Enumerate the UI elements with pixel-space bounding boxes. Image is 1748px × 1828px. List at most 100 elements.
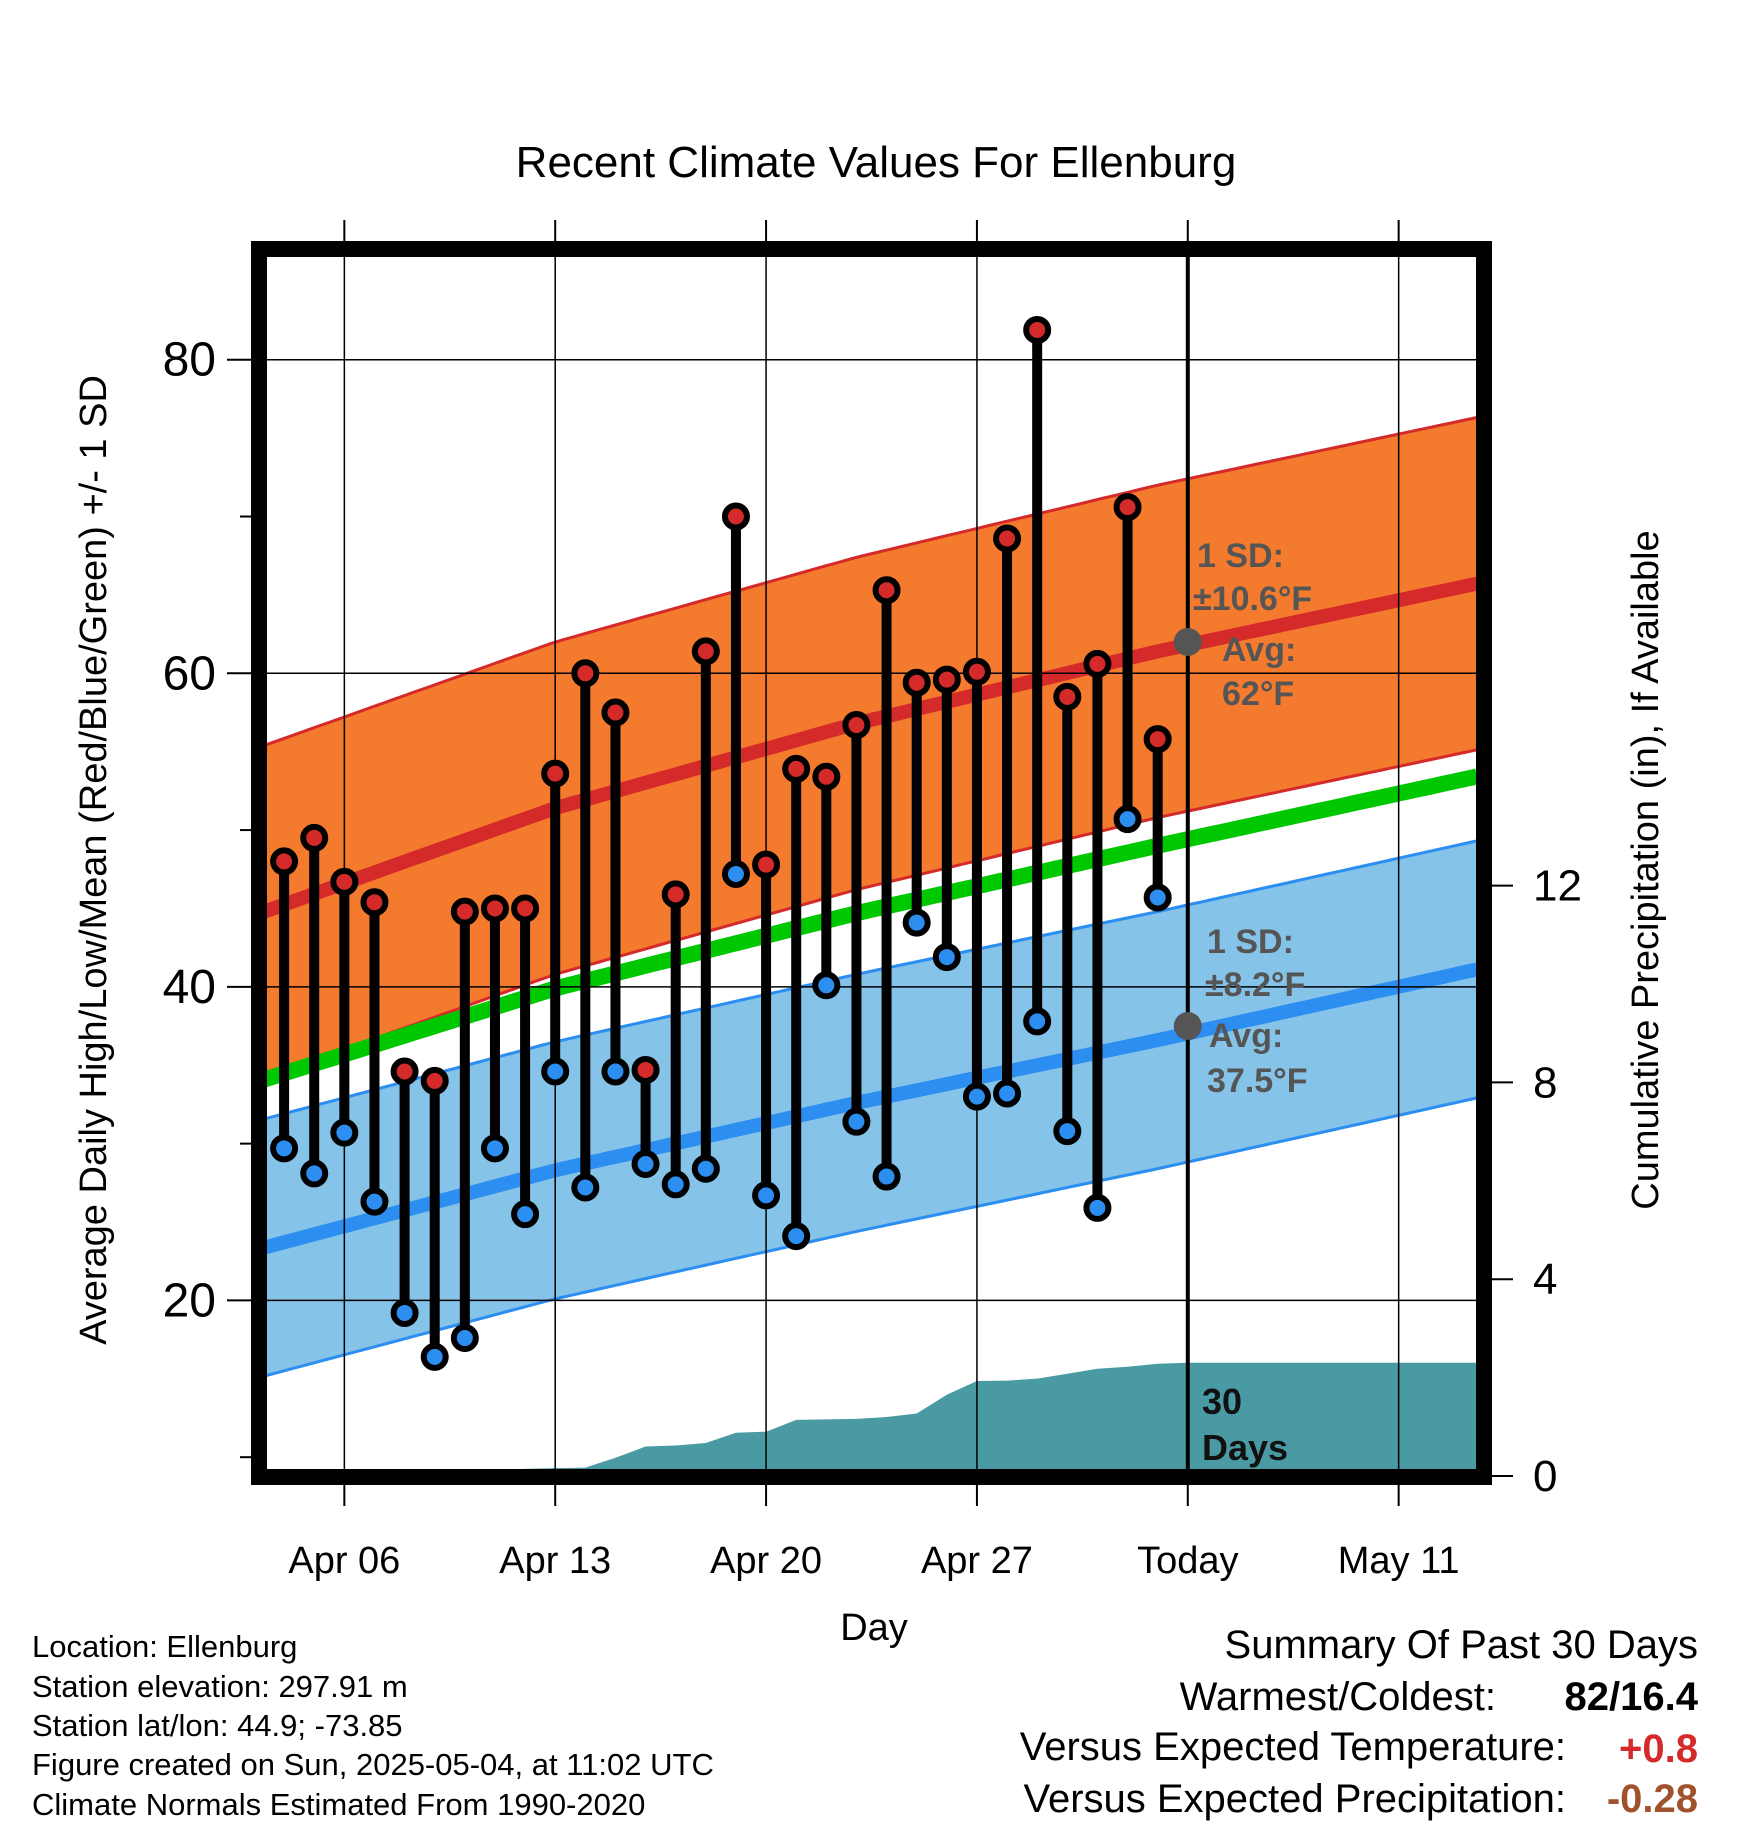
daily-low-marker	[812, 971, 841, 1000]
daily-low-marker	[902, 908, 931, 937]
y-left-tick-label: 80	[163, 334, 216, 387]
daily-high-marker	[661, 880, 690, 909]
daily-low-marker	[661, 1170, 690, 1199]
daily-low-marker	[300, 1159, 329, 1188]
daily-high-marker	[450, 897, 479, 926]
low-annotation: 1 SD: ±8.2°F Avg: 37.5°F	[1205, 923, 1308, 1100]
daily-low-marker	[993, 1079, 1022, 1108]
footer-latlon: Station lat/lon: 44.9; -73.85	[32, 1708, 403, 1743]
daily-low-marker	[1023, 1007, 1052, 1036]
high-avg-value: 62°F	[1222, 675, 1294, 713]
daily-low-marker	[390, 1298, 419, 1327]
summary-title: Summary Of Past 30 Days	[1225, 1623, 1698, 1667]
daily-high-marker	[601, 698, 630, 727]
daily-high-marker	[812, 762, 841, 791]
period-label-unit: Days	[1202, 1427, 1288, 1468]
daily-low-marker	[842, 1107, 871, 1136]
daily-low-marker	[691, 1154, 720, 1183]
footer-created: Figure created on Sun, 2025-05-04, at 11…	[32, 1747, 714, 1782]
summary-warmest-coldest-label: Warmest/Coldest:	[1180, 1675, 1496, 1719]
x-tick-label: Today	[1137, 1540, 1238, 1582]
summary-vs-temp-value: +0.8	[1619, 1727, 1698, 1771]
daily-high-marker	[691, 637, 720, 666]
daily-low-marker	[270, 1134, 299, 1163]
x-tick-label: May 11	[1338, 1540, 1460, 1582]
daily-low-marker	[511, 1200, 540, 1229]
y-left-tick-label: 40	[163, 961, 216, 1014]
cumulative-precip-area	[260, 1362, 1483, 1476]
footer-elevation: Station elevation: 297.91 m	[32, 1669, 408, 1704]
daily-high-marker	[993, 524, 1022, 553]
daily-high-marker	[390, 1057, 419, 1086]
daily-high-marker	[1053, 682, 1082, 711]
period-label: 30 Days	[1202, 1381, 1288, 1468]
daily-high-marker	[962, 657, 991, 686]
daily-low-marker	[631, 1150, 660, 1179]
summary-panel: Summary Of Past 30 Days Warmest/Coldest:…	[1020, 1623, 1699, 1821]
low-avg-today-marker	[1173, 1012, 1202, 1041]
x-axis-label: Day	[840, 1607, 908, 1649]
high-sd-band	[260, 417, 1477, 1080]
y-right-tick-label: 0	[1533, 1452, 1557, 1501]
x-axis: Apr 06 Apr 13 Apr 20 Apr 27 Today May 11	[288, 220, 1460, 1582]
high-sd-upper-edge	[260, 416, 1478, 749]
daily-low-marker	[872, 1162, 901, 1191]
daily-high-marker	[270, 847, 299, 876]
daily-high-marker	[1023, 315, 1052, 344]
daily-high-marker	[721, 502, 750, 531]
high-annotation: 1 SD: ±10.6°F Avg: 62°F	[1193, 537, 1312, 713]
high-sd-value: ±10.6°F	[1193, 580, 1312, 618]
daily-low-marker	[480, 1134, 509, 1163]
daily-low-marker	[360, 1187, 389, 1216]
daily-low-marker	[962, 1082, 991, 1111]
y-axis-left-label: Average Daily High/Low/Mean (Red/Blue/Gr…	[73, 375, 115, 1345]
daily-low-marker	[1113, 805, 1142, 834]
daily-high-marker	[330, 867, 359, 896]
y-axis-right: 0 4 8 12	[1492, 862, 1582, 1501]
daily-stems	[279, 324, 1163, 1362]
daily-high-marker	[872, 576, 901, 605]
y-axis-left: 20 40 60 80	[163, 334, 251, 1459]
high-sd-label: 1 SD:	[1197, 537, 1284, 575]
daily-high-marker	[480, 894, 509, 923]
y-left-tick-label: 60	[163, 647, 216, 700]
daily-low-marker	[541, 1057, 570, 1086]
x-tick-label: Apr 27	[921, 1540, 1033, 1582]
period-label-count: 30	[1202, 1381, 1242, 1422]
x-tick-label: Apr 06	[288, 1540, 400, 1582]
plot-area: 1 SD: ±10.6°F Avg: 62°F 1 SD: ±8.2°F Avg…	[260, 250, 1483, 1476]
daily-high-marker	[1083, 649, 1112, 678]
daily-high-marker	[511, 894, 540, 923]
daily-low-marker	[420, 1342, 449, 1371]
daily-high-marker	[300, 823, 329, 852]
daily-low-marker	[782, 1222, 811, 1251]
y-right-tick-label: 4	[1533, 1255, 1557, 1304]
daily-high-marker	[571, 659, 600, 688]
daily-high-marker	[842, 711, 871, 740]
daily-low-marker	[932, 943, 961, 972]
daily-low-marker	[450, 1324, 479, 1353]
daily-high-marker	[902, 668, 931, 697]
daily-low-marker	[330, 1118, 359, 1147]
y-right-tick-label: 8	[1533, 1058, 1557, 1107]
high-avg-label: Avg:	[1222, 631, 1296, 669]
footer-info: Location: Ellenburg Station elevation: 2…	[32, 1629, 714, 1822]
footer-location: Location: Ellenburg	[32, 1629, 297, 1664]
low-sd-value: ±8.2°F	[1205, 966, 1305, 1004]
low-sd-label: 1 SD:	[1207, 923, 1294, 961]
high-avg-today-marker	[1173, 627, 1202, 656]
daily-high-marker	[1143, 725, 1172, 754]
chart-title: Recent Climate Values For Ellenburg	[516, 138, 1237, 187]
x-tick-label: Apr 13	[499, 1540, 611, 1582]
y-right-tick-label: 12	[1533, 862, 1582, 911]
low-avg-label: Avg:	[1209, 1017, 1283, 1055]
daily-high-marker	[541, 759, 570, 788]
summary-vs-precip-value: -0.28	[1607, 1777, 1698, 1821]
daily-low-marker	[752, 1181, 781, 1210]
daily-low-marker	[1143, 883, 1172, 912]
daily-low-marker	[571, 1173, 600, 1202]
daily-low-marker	[601, 1057, 630, 1086]
daily-low-marker	[721, 859, 750, 888]
summary-vs-precip-label: Versus Expected Precipitation:	[1023, 1777, 1566, 1821]
y-axis-right-label: Cumulative Precipitation (in), If Availa…	[1625, 530, 1667, 1209]
